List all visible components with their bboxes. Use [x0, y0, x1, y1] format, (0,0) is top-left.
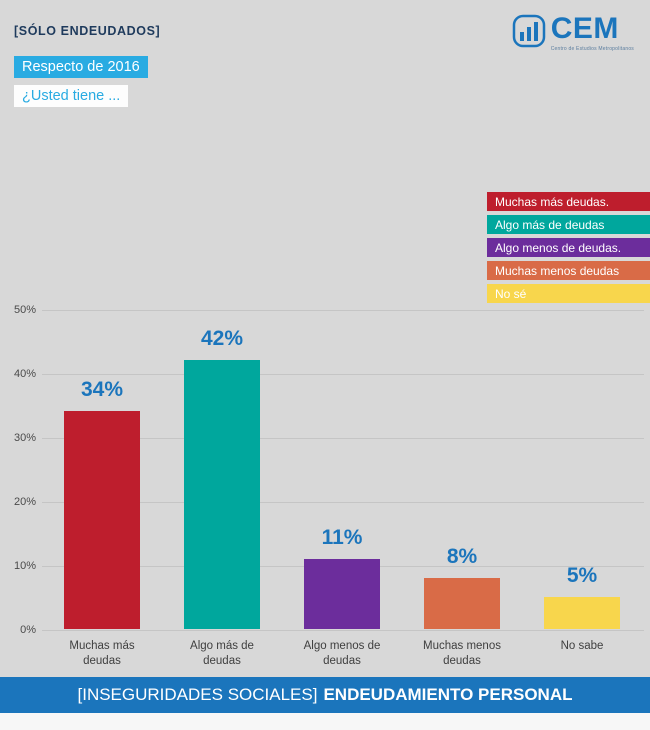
bar-value-label: 42% — [200, 327, 244, 351]
x-axis-label-text: Muchas más deudas — [69, 640, 135, 667]
legend-item-no-se: No sé — [487, 284, 650, 303]
legend-item-algo-mas: Algo más de deudas — [487, 215, 650, 234]
x-axis-label-text: Algo menos de deudas — [303, 640, 381, 667]
footer-title: ENDEUDAMIENTO PERSONAL — [323, 685, 573, 704]
gridline — [42, 502, 644, 503]
bar-column-muchas-menos: 8% — [402, 310, 522, 630]
x-axis-label: Muchas menos deudas — [402, 639, 522, 669]
cem-logo-text: CEM — [550, 12, 619, 45]
legend-label: Muchas menos deudas — [495, 263, 620, 278]
x-axis-label: Muchas más deudas — [42, 639, 162, 669]
gridline — [42, 310, 644, 311]
y-tick-label: 20% — [13, 496, 36, 508]
gridline — [42, 438, 644, 439]
bar-column-algo-menos: 11% — [282, 310, 402, 630]
bar-column-no-sabe: 5% — [522, 310, 642, 630]
footer-title-banner: [INSEGURIDADES SOCIALES] ENDEUDAMIENTO P… — [0, 677, 650, 713]
question-context-highlight: Respecto de 2016 — [14, 56, 148, 78]
x-axis-label-text: Muchas menos deudas — [423, 640, 501, 667]
legend-label: Muchas más deudas. — [495, 194, 610, 209]
footer-section-tag: [INSEGURIDADES SOCIALES] — [77, 685, 318, 704]
bar-muchas-menos-deudas — [424, 577, 500, 629]
bars-group: 34% 42% 11% 8% 5% — [42, 310, 642, 630]
bar-value-label: 8% — [446, 544, 478, 568]
bottom-margin — [0, 713, 650, 730]
bar-no-sabe — [544, 597, 620, 629]
x-axis-label-text: Algo más de deudas — [190, 640, 254, 667]
cem-logo: CEM Centro de Estudios Metropolitanos — [512, 14, 634, 53]
y-tick-label: 50% — [13, 304, 36, 316]
bar-muchas-mas-deudas — [64, 411, 140, 629]
legend-label: Algo más de deudas — [495, 217, 605, 232]
bar-column-algo-mas: 42% — [162, 310, 282, 630]
chart-legend: Muchas más deudas. Algo más de deudas Al… — [487, 192, 650, 307]
legend-item-algo-menos: Algo menos de deudas. — [487, 238, 650, 257]
legend-label: Algo menos de deudas. — [495, 240, 622, 255]
x-axis-label: Algo más de deudas — [162, 639, 282, 669]
legend-label: No sé — [495, 286, 527, 301]
bar-column-muchas-mas: 34% — [42, 310, 162, 630]
bar-value-label: 5% — [566, 564, 598, 587]
legend-item-muchas-mas: Muchas más deudas. — [487, 192, 650, 211]
subset-tag: [SÓLO ENDEUDADOS] — [14, 24, 161, 38]
y-tick-label: 0% — [20, 624, 36, 636]
bar-algo-menos-de-deudas — [304, 558, 380, 629]
cem-logo-tagline: Centro de Estudios Metropolitanos — [550, 46, 634, 52]
question-text-highlight: ¿Usted tiene ... — [14, 85, 129, 107]
x-axis-label: No sabe — [522, 639, 642, 669]
bar-algo-mas-de-deudas — [184, 360, 260, 629]
bar-value-label: 34% — [80, 378, 124, 402]
y-tick-label: 40% — [13, 368, 36, 380]
bar-value-label: 11% — [321, 525, 363, 549]
cem-logo-icon — [512, 14, 546, 53]
bar-chart: 0% 10% 20% 30% 40% 50% 34% 42% 11% 8% — [0, 304, 650, 636]
y-tick-label: 30% — [13, 432, 36, 444]
gridline — [42, 374, 644, 375]
x-axis-label-text: No sabe — [560, 640, 604, 652]
legend-item-muchas-menos: Muchas menos deudas — [487, 261, 650, 280]
y-tick-label: 10% — [13, 560, 36, 572]
x-axis-labels: Muchas más deudas Algo más de deudas Alg… — [42, 639, 642, 669]
gridline — [42, 630, 644, 631]
x-axis-label: Algo menos de deudas — [282, 639, 402, 669]
